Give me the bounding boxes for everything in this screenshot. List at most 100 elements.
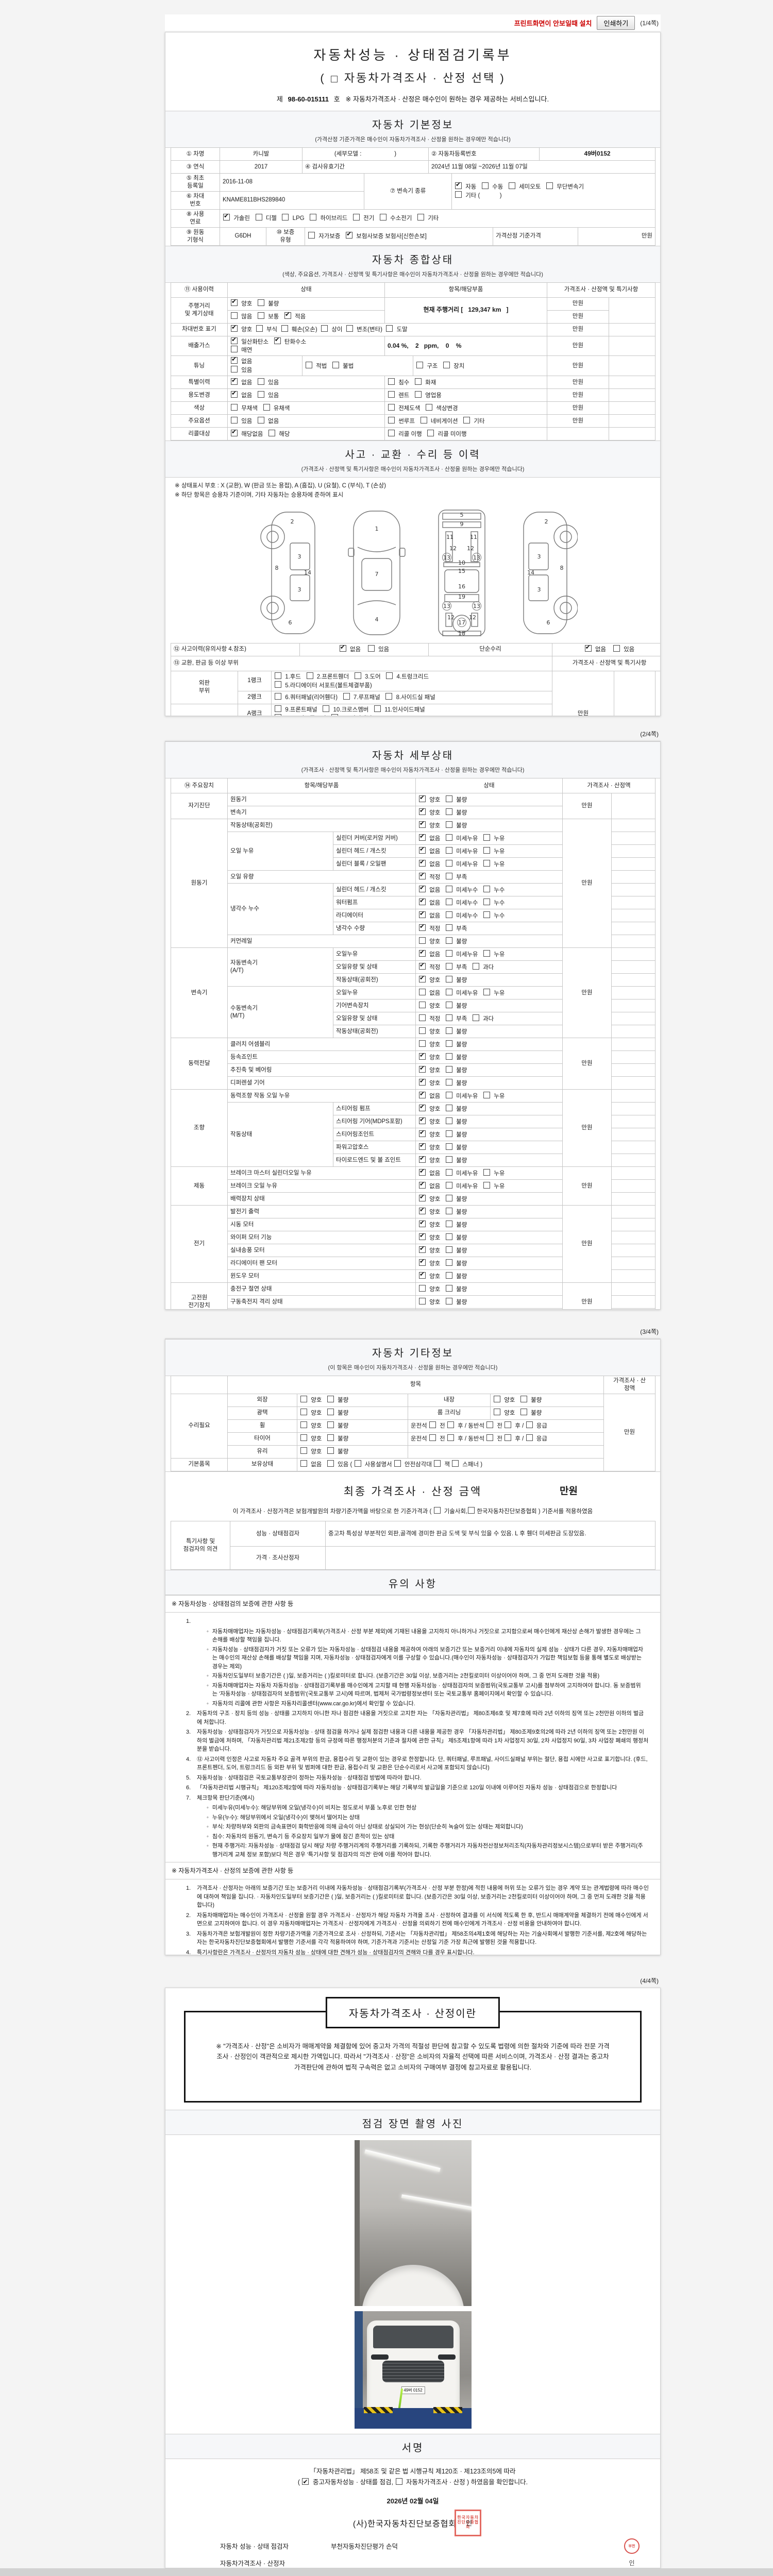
checkbox[interactable] [419, 794, 426, 802]
checkbox[interactable] [613, 645, 620, 652]
checkbox[interactable] [419, 1014, 426, 1021]
checkbox[interactable] [445, 1104, 452, 1111]
checkbox[interactable] [463, 416, 470, 423]
checkbox[interactable] [419, 1167, 426, 1176]
checkbox[interactable] [486, 1434, 494, 1442]
checkbox[interactable] [445, 1027, 452, 1034]
checkbox[interactable] [419, 1064, 426, 1073]
checkbox[interactable] [231, 377, 238, 385]
checkbox[interactable] [445, 1181, 452, 1189]
checkbox[interactable] [419, 937, 426, 944]
checkbox[interactable] [388, 429, 395, 436]
checkbox[interactable] [445, 1143, 452, 1150]
checkbox[interactable] [445, 1246, 452, 1253]
checkbox[interactable] [445, 1156, 452, 1163]
checkbox[interactable] [231, 389, 238, 398]
checkbox[interactable] [231, 366, 238, 373]
checkbox[interactable] [231, 403, 238, 411]
checkbox[interactable] [419, 1142, 426, 1150]
checkbox[interactable] [520, 1396, 527, 1403]
checkbox[interactable] [419, 1077, 426, 1086]
checkbox[interactable] [433, 1506, 441, 1514]
checkbox[interactable] [419, 948, 426, 957]
checkbox[interactable] [331, 714, 339, 716]
checkbox[interactable] [419, 845, 426, 854]
checkbox[interactable] [231, 428, 238, 436]
checkbox[interactable] [419, 988, 426, 995]
checkbox[interactable] [419, 1193, 426, 1201]
checkbox[interactable] [419, 1103, 426, 1111]
checkbox[interactable] [426, 403, 433, 411]
checkbox[interactable] [395, 2478, 402, 2485]
checkbox[interactable] [374, 705, 381, 712]
checkbox[interactable] [321, 325, 328, 332]
checkbox[interactable] [419, 1206, 426, 1214]
checkbox[interactable] [419, 833, 426, 841]
checkbox[interactable] [300, 1409, 307, 1416]
checkbox[interactable] [505, 1421, 512, 1429]
checkbox[interactable] [483, 859, 491, 867]
checkbox[interactable] [445, 846, 452, 854]
checkbox[interactable] [300, 1396, 307, 1403]
checkbox[interactable] [419, 1270, 426, 1279]
checkbox[interactable] [419, 923, 426, 931]
checkbox[interactable] [354, 672, 361, 679]
checkbox[interactable] [327, 1447, 334, 1454]
checkbox[interactable] [445, 1207, 452, 1214]
checkbox[interactable] [445, 1014, 452, 1021]
checkbox[interactable] [275, 705, 281, 712]
checkbox[interactable] [419, 820, 426, 828]
checkbox[interactable] [275, 672, 281, 679]
checkbox[interactable] [445, 1065, 452, 1073]
checkbox[interactable] [394, 1460, 401, 1467]
checkbox[interactable] [445, 975, 452, 982]
checkbox[interactable] [352, 214, 360, 221]
checkbox[interactable] [483, 1181, 491, 1189]
checkbox[interactable] [445, 795, 452, 802]
checkbox[interactable] [327, 1460, 334, 1467]
checkbox[interactable] [419, 1180, 426, 1189]
checkbox[interactable] [472, 962, 479, 970]
checkbox[interactable] [445, 950, 452, 957]
checkbox[interactable] [416, 361, 423, 368]
checkbox[interactable] [419, 1258, 426, 1266]
checkbox[interactable] [386, 672, 393, 679]
checkbox[interactable] [343, 693, 350, 700]
checkbox[interactable] [255, 214, 262, 221]
checkbox[interactable] [257, 391, 264, 398]
checkbox[interactable] [483, 846, 491, 854]
checkbox[interactable] [231, 355, 238, 364]
checkbox[interactable] [445, 821, 452, 828]
checkbox[interactable] [443, 361, 450, 368]
checkbox[interactable] [367, 645, 375, 652]
checkbox[interactable] [275, 714, 281, 716]
checkbox[interactable] [445, 1233, 452, 1240]
checkbox[interactable] [445, 1284, 452, 1292]
checkbox[interactable] [445, 1053, 452, 1060]
checkbox[interactable] [419, 1090, 426, 1098]
checkbox[interactable] [445, 1001, 452, 1008]
checkbox[interactable] [282, 214, 289, 221]
checkbox[interactable] [419, 1284, 426, 1292]
checkbox[interactable] [300, 1460, 307, 1467]
checkbox[interactable] [300, 1447, 307, 1454]
checkbox[interactable] [388, 403, 395, 411]
checkbox[interactable] [419, 910, 426, 918]
checkbox[interactable] [414, 378, 422, 385]
checkbox[interactable] [419, 1040, 426, 1047]
checkbox[interactable] [452, 1460, 459, 1467]
checkbox[interactable] [483, 1091, 491, 1098]
checkbox[interactable] [445, 885, 452, 892]
checkbox[interactable] [308, 232, 315, 239]
checkbox[interactable] [300, 1434, 307, 1442]
checkbox[interactable] [231, 324, 238, 332]
checkbox[interactable] [386, 325, 393, 332]
checkbox[interactable] [306, 361, 312, 368]
checkbox[interactable] [445, 1272, 452, 1279]
checkbox[interactable] [419, 1116, 426, 1124]
checkbox[interactable] [445, 1168, 452, 1176]
checkbox[interactable] [339, 643, 346, 652]
checkbox[interactable] [346, 230, 353, 239]
checkbox[interactable] [323, 705, 330, 712]
checkbox[interactable] [429, 1434, 436, 1442]
